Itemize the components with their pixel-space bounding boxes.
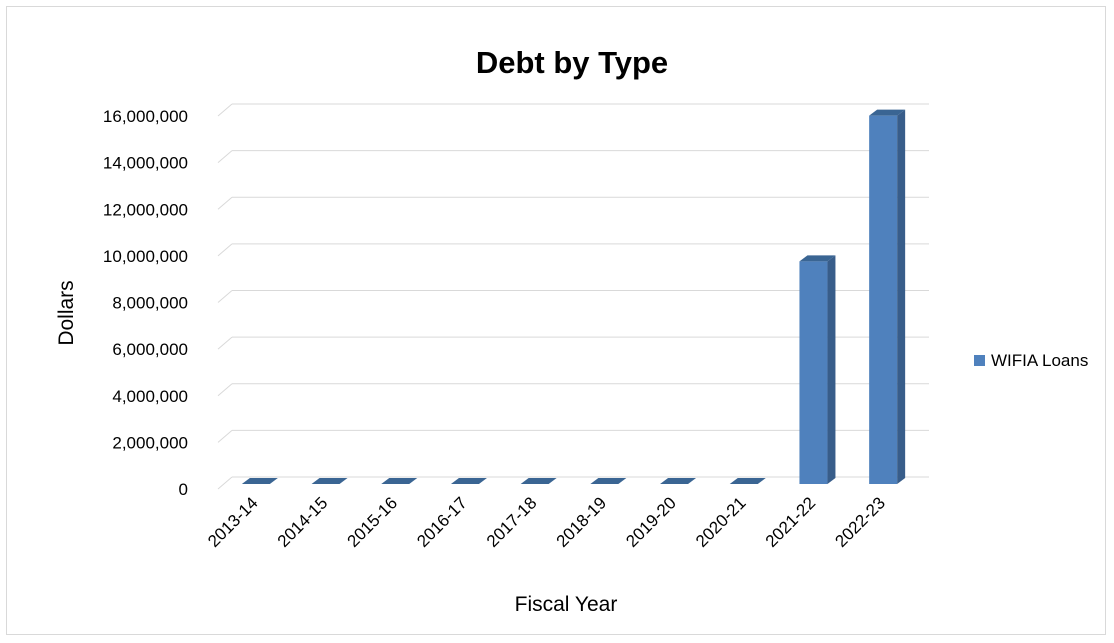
y-tick-label: 6,000,000 bbox=[112, 340, 188, 359]
x-axis-title: Fiscal Year bbox=[515, 593, 618, 616]
gridline-depth bbox=[217, 429, 233, 443]
bar bbox=[590, 478, 627, 484]
legend-label-wifia-loans: WIFIA Loans bbox=[991, 351, 1088, 370]
gridline-depth bbox=[217, 196, 233, 210]
bar-top bbox=[520, 478, 557, 484]
x-tick-label: 2015-16 bbox=[344, 493, 402, 551]
bar bbox=[729, 478, 766, 484]
gridline-depth bbox=[217, 103, 233, 117]
bar bbox=[450, 478, 487, 484]
bar-front bbox=[799, 261, 828, 484]
chart-canvas: Debt by Type 0 2,000,000 4,000,000 6,000,00… bbox=[55, 45, 1088, 616]
bar-top bbox=[450, 478, 487, 484]
x-tick-labels: 2013-14 2014-15 2015-16 2016-17 2017-18 2018-… bbox=[204, 493, 889, 551]
bar bbox=[869, 109, 906, 484]
chart-title: Debt by Type bbox=[476, 45, 668, 80]
gridline-depth bbox=[217, 290, 233, 303]
legend: WIFIA Loans bbox=[974, 351, 1088, 370]
y-tick-label: 4,000,000 bbox=[112, 387, 188, 406]
x-tick-label: 2014-15 bbox=[274, 493, 332, 551]
bar bbox=[241, 478, 278, 484]
y-tick-label: 8,000,000 bbox=[112, 294, 188, 313]
bar-top bbox=[869, 109, 906, 116]
gridline-depth bbox=[217, 383, 233, 397]
bar bbox=[381, 478, 418, 484]
gridline-depth bbox=[217, 243, 233, 257]
bar-top bbox=[590, 478, 627, 484]
x-tick-label: 2013-14 bbox=[204, 493, 262, 551]
legend-swatch-wifia-loans bbox=[974, 355, 985, 366]
x-tick-label: 2016-17 bbox=[413, 493, 471, 551]
bar-side bbox=[827, 255, 836, 484]
bar-top bbox=[311, 478, 348, 484]
x-tick-label: 2020-21 bbox=[692, 493, 750, 551]
bar-top bbox=[381, 478, 418, 484]
bar-top bbox=[729, 478, 766, 484]
bar-top bbox=[241, 478, 278, 484]
bar-top bbox=[799, 255, 836, 262]
bar bbox=[799, 255, 836, 484]
bars bbox=[241, 109, 906, 484]
x-tick-label: 2018-19 bbox=[553, 493, 611, 551]
y-tick-label: 10,000,000 bbox=[103, 247, 188, 266]
y-tick-label: 2,000,000 bbox=[112, 433, 188, 452]
y-tick-label: 16,000,000 bbox=[103, 107, 188, 126]
x-tick-label: 2022-23 bbox=[831, 493, 889, 551]
chart-frame: Debt by Type 0 2,000,000 4,000,000 6,000,00… bbox=[6, 6, 1106, 635]
bar bbox=[520, 478, 557, 484]
gridline-depth bbox=[217, 150, 233, 164]
x-tick-label: 2021-22 bbox=[762, 493, 820, 551]
gridlines bbox=[217, 103, 929, 490]
bar-side bbox=[897, 109, 906, 484]
gridline-depth bbox=[217, 336, 233, 350]
bar bbox=[660, 478, 697, 484]
x-tick-label: 2017-18 bbox=[483, 493, 541, 551]
y-tick-label: 12,000,000 bbox=[103, 200, 188, 219]
bar bbox=[311, 478, 348, 484]
x-tick-label: 2019-20 bbox=[622, 493, 680, 551]
gridline-depth bbox=[217, 476, 233, 490]
bar-top bbox=[660, 478, 697, 484]
y-tick-label: 14,000,000 bbox=[103, 154, 188, 173]
y-tick-labels: 0 2,000,000 4,000,000 6,000,000 8,000,000 10,… bbox=[103, 107, 188, 499]
bar-front bbox=[869, 115, 898, 484]
y-axis-title: Dollars bbox=[55, 280, 78, 345]
y-tick-label: 0 bbox=[179, 480, 188, 499]
